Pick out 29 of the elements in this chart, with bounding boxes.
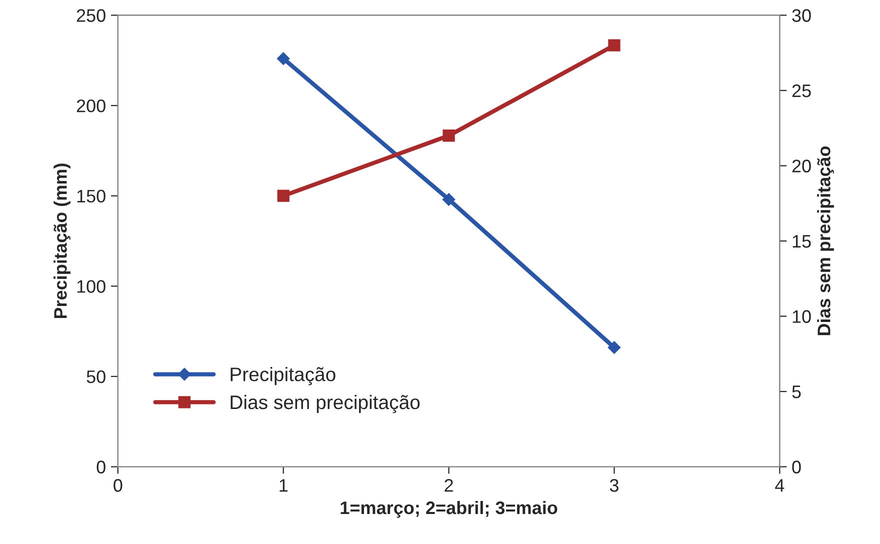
y2-tick-label: 15	[792, 235, 811, 248]
x-tick-label: 4	[775, 479, 784, 492]
y-tick-label: 0	[96, 460, 106, 474]
x-tick-label: 1	[280, 479, 288, 492]
y2-tick-label: 25	[792, 84, 811, 98]
y2-axis-title: Dias sem precipitação	[817, 146, 834, 336]
y2-tick-label: 20	[792, 160, 811, 172]
y-axis-title: Precipitação (mm)	[54, 164, 70, 318]
x-tick-label: 2	[444, 479, 453, 492]
y-tick-label: 200	[76, 99, 106, 112]
point	[442, 193, 456, 206]
y-tick-label: 100	[77, 280, 106, 293]
legend-label: Precipitação	[230, 366, 336, 386]
x-tick-label: 0	[114, 479, 122, 492]
point	[442, 130, 455, 142]
y2-tick-label: 5	[792, 386, 801, 398]
y2-tick-label: 10	[792, 310, 811, 323]
point	[276, 52, 290, 65]
y2-tick-label: 30	[792, 9, 811, 22]
point	[608, 341, 621, 354]
y-tick-label: 50	[86, 370, 106, 384]
x-axis-title: 1=março; 2=abril; 3=maio	[340, 500, 558, 518]
y2-tick-label: 0	[792, 460, 801, 474]
x-tick-label: 3	[610, 479, 618, 492]
legend-label: Dias sem precipitação	[230, 394, 420, 414]
y-tick-label: 150	[77, 190, 106, 203]
point	[277, 190, 290, 202]
point	[608, 39, 620, 52]
y-tick-label: 250	[76, 9, 106, 22]
